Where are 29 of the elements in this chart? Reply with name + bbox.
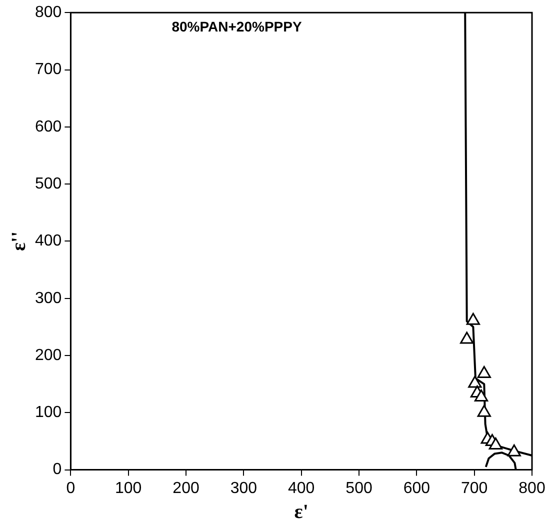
- x-tick-label: 100: [115, 480, 142, 497]
- y-tick-label: 400: [34, 232, 62, 250]
- point: [460, 332, 474, 344]
- x-tick-label: 300: [230, 480, 258, 497]
- annotation: 80%PAN+20%PPPY: [172, 18, 302, 34]
- y-tick-label: 600: [34, 118, 62, 136]
- x-tick-label: 700: [460, 480, 488, 497]
- point: [468, 376, 482, 388]
- point: [488, 437, 502, 450]
- y-tick-label: 100: [34, 404, 62, 422]
- y-tick-label: 800: [34, 4, 62, 22]
- x-tick-label: 600: [403, 480, 430, 497]
- point: [477, 404, 491, 417]
- x-tick-label: 500: [346, 480, 372, 497]
- y-axis-title: ε'': [8, 231, 30, 252]
- y-tick-label: 0: [52, 461, 62, 478]
- point: [474, 389, 488, 402]
- x-tick-label: 400: [288, 480, 315, 497]
- x-tick-label: 200: [172, 480, 200, 497]
- y-tick-label: 700: [34, 61, 62, 78]
- point: [466, 312, 480, 325]
- point: [477, 366, 491, 378]
- x-axis-title: ε': [294, 501, 308, 524]
- point: [507, 444, 521, 456]
- y-tick-label: 200: [34, 346, 62, 364]
- x-tick-label: 0: [66, 480, 76, 497]
- y-tick-label: 500: [34, 175, 62, 192]
- x-tick-label: 800: [518, 480, 546, 497]
- y-tick-label: 300: [34, 290, 62, 307]
